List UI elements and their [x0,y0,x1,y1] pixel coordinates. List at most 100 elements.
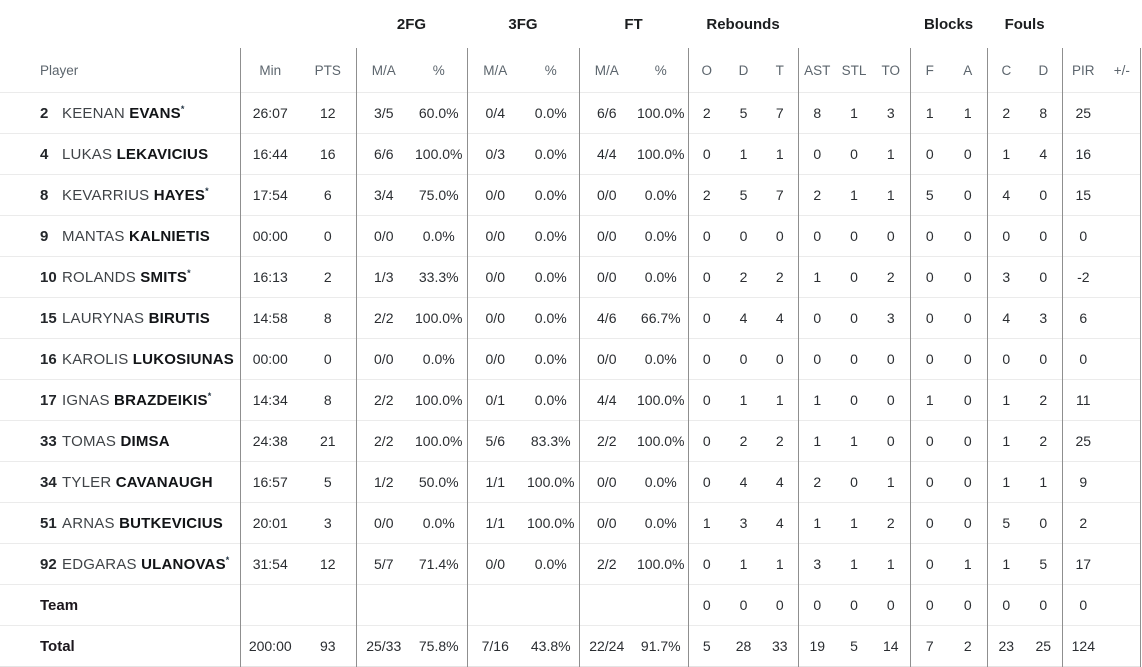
player-row: 34 TYLER CAVANAUGH 16:57 5 1/2 50.0% 1/1 100.0%… [0,461,1141,503]
col-header-3fg-ma: M/A [466,48,523,93]
stat-cell-blk-f: 0 [909,133,950,175]
stat-cell-blk-f: 0 [909,256,950,298]
stat-cell-fg3-ma: 0/1 [466,379,523,421]
stat-cell-ast: 0 [797,584,837,626]
stat-cell-stl: 0 [850,392,858,408]
player-number: 10 [40,268,57,286]
stat-cell-ft-pct: 100.0% [637,146,685,162]
player-last-name: CAVANAUGH [115,473,213,491]
stat-cell-fg3-pct: 0.0% [534,310,567,326]
stat-cell-pts: 12 [319,556,336,572]
player-first-name: KAROLIS [62,350,133,368]
player-first-name: IGNAS [62,391,115,409]
stat-cell-ast: 1 [797,379,837,421]
stat-cell-min: 16:44 [239,133,300,175]
stat-cell-blk-f: 0 [909,584,950,626]
stat-cell-ast: 8 [797,92,837,134]
player-number: 17 [40,391,57,409]
starter-mark: * [225,554,230,565]
row-label-cell: Total [0,626,240,667]
row-label-cell: Team [0,585,240,626]
stat-cell-fg2-pct: 0.0% [422,228,455,244]
stat-cell-blk-a: 0 [963,146,972,162]
stat-cell-fg2-ma: 1/2 [355,461,411,503]
player-number: 15 [40,309,57,327]
stat-cell-to: 14 [883,638,899,654]
stat-cell-pm [1104,174,1141,216]
stat-cell-min: 24:38 [239,420,300,462]
stat-cell-pir: 9 [1061,461,1105,503]
stat-cell-foul-d: 2 [1039,392,1048,408]
stat-cell-stl: 0 [850,228,858,244]
player-row: 2 KEENAN EVANS* 26:07 12 3/5 60.0% 0/4 0.0% 6/6 1… [0,92,1141,134]
group-header-rebounds: Rebounds [706,15,780,33]
player-last-name: SMITS [140,268,188,286]
stat-cell-foul-d: 0 [1039,515,1048,531]
stat-cell-reb-t: 1 [775,556,784,572]
player-first-name: LAURYNAS [62,309,149,327]
player-last-name: DIMSA [120,432,170,450]
stat-cell-pm [1104,256,1141,298]
stat-cell-pm [1104,215,1141,257]
stat-cell-pir: 15 [1061,174,1105,216]
stat-cell-blk-f: 0 [909,215,950,257]
stat-cell-fg3-ma: 0/3 [466,133,523,175]
stat-cell-reb-t: 4 [775,474,784,490]
stat-cell-stl: 0 [850,146,858,162]
stat-cell-min: 00:00 [239,215,300,257]
stat-cell-blk-a: 0 [963,392,972,408]
stat-cell-ast: 2 [797,174,837,216]
player-row: 15 LAURYNAS BIRUTIS 14:58 8 2/2 100.0% 0/0 0.0%… [0,297,1141,339]
stat-cell-stl: 0 [850,351,858,367]
stat-cell-fg3-pct: 100.0% [527,515,575,531]
stat-cell-ft-pct: 0.0% [644,269,677,285]
stat-cell-ft-pct: 0.0% [644,515,677,531]
stat-cell-blk-f: 0 [909,297,950,339]
stat-cell-fg2-ma: 2/2 [355,297,411,339]
stat-cell-foul-c: 0 [986,338,1026,380]
stat-cell-min: 16:13 [239,256,300,298]
stat-cell-pts [300,585,356,626]
starter-mark: * [180,103,185,114]
player-first-name: TYLER [62,473,116,491]
stat-cell-min: 14:34 [239,379,300,421]
col-header-ast: AST [797,48,837,93]
group-header-blocks: Blocks [923,15,974,33]
stat-cell-ft-pct: 66.7% [640,310,681,326]
stat-cell-reb-o: 0 [687,256,726,298]
stat-cell-reb-o: 0 [687,338,726,380]
stat-cell-foul-d: 0 [1039,187,1048,203]
player-name-cell: 51 ARNAS BUTKEVICIUS [0,503,240,544]
stat-cell-ft-ma [578,584,634,626]
stat-cell-blk-f: 0 [909,543,950,585]
stat-cell-blk-a: 0 [963,310,972,326]
stat-cell-blk-a: 0 [963,515,972,531]
stats-body: 2 KEENAN EVANS* 26:07 12 3/5 60.0% 0/4 0.0% 6/6 1… [0,92,1141,667]
stat-cell-pts: 2 [323,269,332,285]
stat-cell-fg2-pct: 0.0% [422,351,455,367]
player-last-name: KALNIETIS [128,227,210,245]
stat-cell-pts: 0 [323,228,332,244]
group-header-fouls: Fouls [1004,15,1045,33]
stat-cell-blk-a: 0 [963,474,972,490]
stat-cell-fg3-pct: 83.3% [530,433,571,449]
stat-cell-fg3-pct: 43.8% [530,638,571,654]
col-header-blk-a: A [963,62,973,78]
stat-cell-foul-c: 0 [986,584,1026,626]
stat-cell-stl: 0 [850,310,858,326]
stat-cell-reb-t: 0 [775,351,784,367]
stat-cell-pts: 8 [323,392,332,408]
stat-cell-pir: -2 [1061,256,1105,298]
stat-cell-fg2-ma: 25/33 [355,625,411,667]
stat-cell-ft-ma: 4/4 [578,133,634,175]
stat-cell-ft-ma: 0/0 [578,215,634,257]
col-header-reb-t: T [775,62,784,78]
stat-cell-fg2-ma: 0/0 [355,338,411,380]
stat-cell-ft-pct: 0.0% [644,228,677,244]
stat-cell-pir: 2 [1061,502,1105,544]
stat-cell-reb-t: 2 [775,269,784,285]
stat-cell-to: 0 [886,392,895,408]
row-label: Total [40,637,75,655]
stat-cell-blk-a: 0 [963,187,972,203]
